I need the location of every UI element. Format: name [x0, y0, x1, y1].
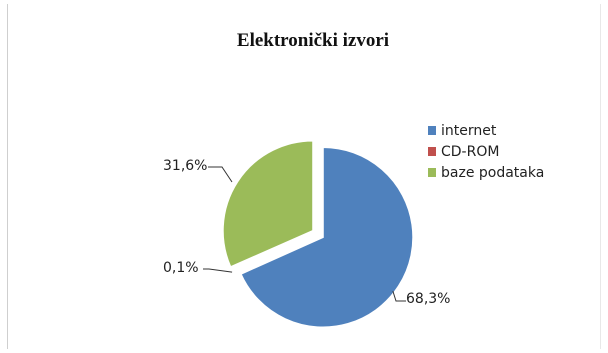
data-labels: 68,3% 0,1% 31,6% [163, 158, 450, 307]
pie-slice-baze-podataka [222, 139, 314, 268]
legend-swatch-baze-podataka [428, 168, 436, 177]
legend: internet CD-ROM baze podataka [428, 123, 544, 181]
legend-label-internet: internet [441, 123, 497, 139]
data-label-cd-rom: 0,1% [163, 260, 199, 276]
leader-lines [203, 166, 406, 302]
data-label-internet: 68,3% [406, 291, 450, 307]
legend-label-cd-rom: CD-ROM [441, 144, 499, 160]
data-label-baze-podataka: 31,6% [163, 158, 207, 174]
pie-slices [222, 139, 414, 329]
pie-slice-internet [239, 146, 414, 329]
pie-slice-cd-rom [229, 235, 313, 275]
legend-label-baze-podataka: baze podataka [441, 165, 544, 181]
legend-swatch-internet [428, 126, 436, 135]
leader-line-0 [392, 290, 406, 302]
chart-title: Elektronički izvori [236, 30, 390, 51]
leader-line-1 [203, 268, 233, 273]
legend-swatch-cd-rom [428, 147, 436, 156]
leader-line-2 [208, 166, 233, 183]
